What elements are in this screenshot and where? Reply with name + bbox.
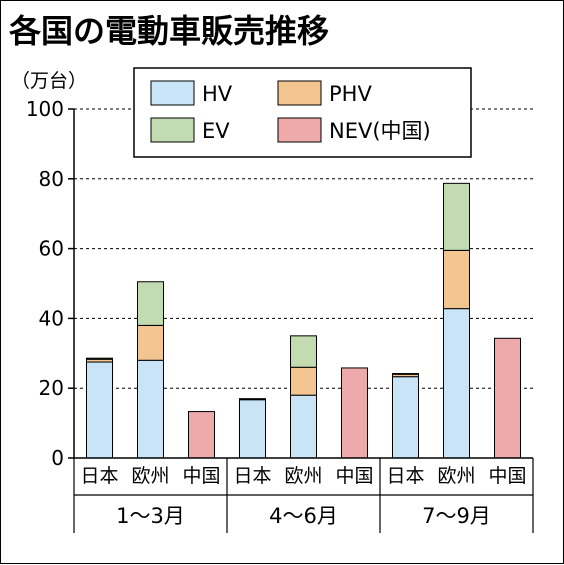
period-label: 4～6月 [269,504,338,528]
category-label: 中国 [488,465,526,487]
category-label: 欧州 [131,465,169,487]
y-tick-label: 100 [26,97,64,121]
legend-swatch-ev [151,118,194,142]
legend: HV PHV EV NEV(中国) [134,68,471,157]
bar-hv-segment [87,362,113,458]
bar-ev-segment [138,282,164,326]
category-label: 欧州 [437,465,475,487]
bar-hv-segment [291,395,317,458]
bar-hv-segment [444,309,470,458]
category-label: 日本 [233,465,271,487]
bar-nev-segment [342,368,368,458]
bar-hv-segment [240,400,266,458]
y-tick-label: 20 [39,376,64,400]
period-label: 1～3月 [116,504,185,528]
bar-ev-segment [393,374,419,375]
period-label: 7～9月 [422,504,491,528]
category-label: 日本 [386,465,424,487]
bar-phv-segment [138,325,164,360]
bar-hv-segment [138,360,164,458]
category-label: 日本 [80,465,118,487]
legend-label-ev: EV [202,119,230,143]
bar-hv-segment [393,377,419,458]
y-tick-label: 40 [39,306,64,330]
unit-label: （万台） [11,70,87,92]
bar-nev-segment [189,412,215,458]
legend-swatch-hv [151,81,194,105]
legend-swatch-nev [278,118,321,142]
y-tick-label: 80 [39,167,64,191]
y-tick-label: 60 [39,237,64,261]
legend-swatch-phv [278,81,321,105]
bars [87,183,521,458]
legend-label-phv: PHV [329,82,372,106]
category-label: 中国 [335,465,373,487]
bar-ev-segment [444,183,470,250]
legend-label-nev: NEV(中国) [329,119,431,143]
bar-phv-segment [291,367,317,395]
y-tick-label: 0 [51,446,64,470]
category-label: 欧州 [284,465,322,487]
bar-ev-segment [87,358,113,359]
bar-phv-segment [444,250,470,308]
category-label: 中国 [182,465,220,487]
legend-label-hv: HV [202,82,233,106]
bar-ev-segment [291,336,317,367]
chart-title: 各国の電動車販売推移 [9,12,329,50]
bar-nev-segment [495,338,521,458]
